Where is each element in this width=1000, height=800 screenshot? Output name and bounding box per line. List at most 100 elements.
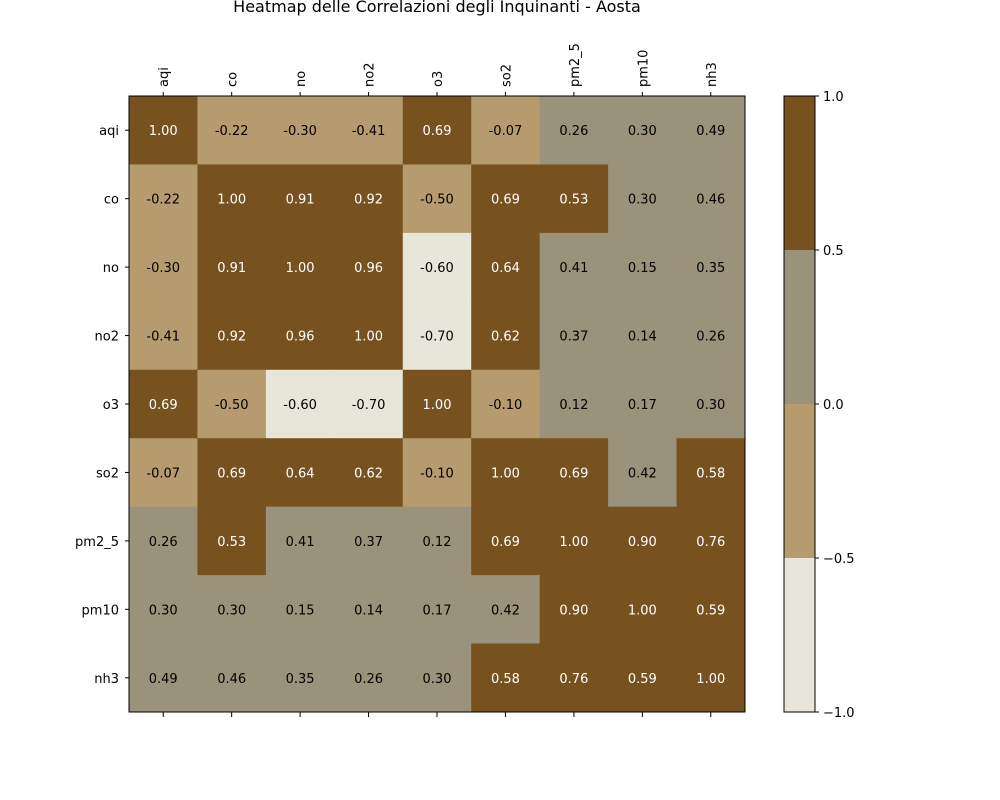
y-tick-label-pm2_5: pm2_5 [75, 535, 119, 550]
cell-value-label: 1.00 [217, 193, 246, 208]
heatmap-cell-aqi-so2 [471, 96, 541, 165]
cell-value-label: 0.17 [423, 603, 452, 618]
colorbar-segment-2 [784, 250, 815, 404]
heatmap-cell-no2-pm2_5 [539, 301, 609, 371]
cell-value-label: 0.90 [628, 535, 657, 550]
cell-value-label: 0.14 [354, 603, 383, 618]
heatmap-cell-pm10-o3 [402, 575, 472, 645]
heatmap-cell-o3-nh3 [676, 369, 746, 439]
cell-value-label: 0.62 [491, 330, 520, 345]
heatmap-cell-pm10-co [197, 575, 267, 645]
cell-value-label: 0.62 [354, 466, 383, 481]
cell-value-label: 0.30 [628, 124, 657, 139]
cell-value-label: 0.30 [217, 603, 246, 618]
heatmap-cell-so2-pm2_5 [539, 438, 609, 508]
heatmap-cell-co-no [265, 164, 335, 234]
y-tick-label-pm10: pm10 [82, 603, 119, 618]
cell-value-label: 0.49 [696, 124, 725, 139]
y-tick-label-o3: o3 [103, 398, 119, 413]
colorbar-tick-label: −1.0 [823, 706, 855, 721]
heatmap-cell-pm2_5-so2 [471, 506, 541, 576]
cell-value-label: 0.26 [149, 535, 178, 550]
cell-value-label: 1.00 [354, 330, 383, 345]
y-tick-label-no: no [103, 261, 119, 276]
heatmap-cell-no-co [197, 232, 267, 302]
cell-value-label: 0.59 [628, 672, 657, 687]
heatmap-cell-pm10-no2 [334, 575, 404, 645]
heatmap-cell-pm2_5-pm2_5 [539, 506, 609, 576]
cell-value-label: -0.50 [215, 398, 249, 413]
heatmap-cell-aqi-no [265, 96, 335, 165]
y-tick-label-no2: no2 [95, 330, 119, 345]
cell-value-label: 0.26 [696, 330, 725, 345]
cell-value-label: 0.35 [696, 261, 725, 276]
x-tick-label-so2: so2 [499, 64, 514, 87]
heatmap-cell-aqi-nh3 [676, 96, 746, 165]
heatmap-cell-co-so2 [471, 164, 541, 234]
heatmap-cell-o3-pm2_5 [539, 369, 609, 439]
x-tick-label-no: no [294, 71, 309, 87]
heatmap-cell-pm10-so2 [471, 575, 541, 645]
cell-value-label: 0.58 [696, 466, 725, 481]
heatmap-cell-co-co [197, 164, 267, 234]
heatmap-cell-nh3-nh3 [676, 643, 746, 713]
cell-value-label: -0.22 [146, 193, 180, 208]
heatmap-cell-nh3-co [197, 643, 267, 713]
colorbar-segment-0 [784, 558, 815, 712]
heatmap-cell-pm2_5-o3 [402, 506, 472, 576]
cell-value-label: -0.07 [489, 124, 523, 139]
heatmap-cell-no-pm2_5 [539, 232, 609, 302]
heatmap-cell-no2-nh3 [676, 301, 746, 371]
x-tick-label-aqi: aqi [157, 67, 172, 87]
cell-value-label: 0.12 [423, 535, 452, 550]
colorbar-tick-label: 0.0 [823, 398, 844, 413]
heatmap-cell-no-no [265, 232, 335, 302]
x-tick-label-pm2_5: pm2_5 [568, 43, 583, 87]
cell-value-label: -0.70 [420, 330, 454, 345]
cell-value-label: 0.90 [559, 603, 588, 618]
heatmap-cell-pm10-no [265, 575, 335, 645]
colorbar: 1.0 0.5 0.0 −0.5 −1.0 [783, 90, 855, 721]
heatmap-cell-no2-co [197, 301, 267, 371]
heatmap-cell-no2-no [265, 301, 335, 371]
cell-value-label: 0.96 [286, 330, 315, 345]
cell-value-label: 0.12 [559, 398, 588, 413]
heatmap-cell-no-so2 [471, 232, 541, 302]
heatmap-cell-pm10-pm10 [608, 575, 678, 645]
cell-value-label: 0.46 [696, 193, 725, 208]
heatmap-cell-no2-aqi [129, 301, 198, 371]
cell-value-label: 1.00 [149, 124, 178, 139]
cell-value-label: 0.59 [696, 603, 725, 618]
cell-value-label: 0.42 [628, 466, 657, 481]
heatmap-cell-so2-so2 [471, 438, 541, 508]
x-tick-label-no2: no2 [363, 63, 378, 87]
heatmap-cell-aqi-pm10 [608, 96, 678, 165]
heatmap-cell-co-no2 [334, 164, 404, 234]
heatmap-cell-nh3-so2 [471, 643, 541, 713]
heatmap-cell-co-nh3 [676, 164, 746, 234]
colorbar-tick-label: −0.5 [823, 552, 855, 567]
heatmap-cell-so2-co [197, 438, 267, 508]
heatmap-cell-no-aqi [129, 232, 198, 302]
heatmap-cell-aqi-pm2_5 [539, 96, 609, 165]
cell-value-label: 0.92 [217, 330, 246, 345]
heatmap-cell-o3-aqi [129, 369, 198, 439]
cell-value-label: -0.10 [420, 466, 454, 481]
heatmap-cell-nh3-aqi [129, 643, 198, 713]
x-tick-label-pm10: pm10 [636, 50, 651, 87]
cell-value-label: 0.30 [696, 398, 725, 413]
colorbar-segment-3 [784, 96, 815, 250]
heatmap-cell-o3-pm10 [608, 369, 678, 439]
axis-ticks: aqi aqi co co no no no2 no2 o3 o3 so2 so2 pm2_5 pm2_5… [75, 43, 720, 717]
heatmap-cell-so2-no [265, 438, 335, 508]
heatmap-cell-aqi-co [197, 96, 267, 165]
cell-value-label: 1.00 [696, 672, 725, 687]
cell-value-label: -0.30 [146, 261, 180, 276]
cell-value-label: 0.41 [286, 535, 315, 550]
cell-value-label: 0.92 [354, 193, 383, 208]
heatmap-cell-co-o3 [402, 164, 472, 234]
cell-value-label: 0.17 [628, 398, 657, 413]
heatmap-cell-nh3-o3 [402, 643, 472, 713]
cell-value-label: 0.35 [286, 672, 315, 687]
cell-value-label: 0.69 [559, 466, 588, 481]
